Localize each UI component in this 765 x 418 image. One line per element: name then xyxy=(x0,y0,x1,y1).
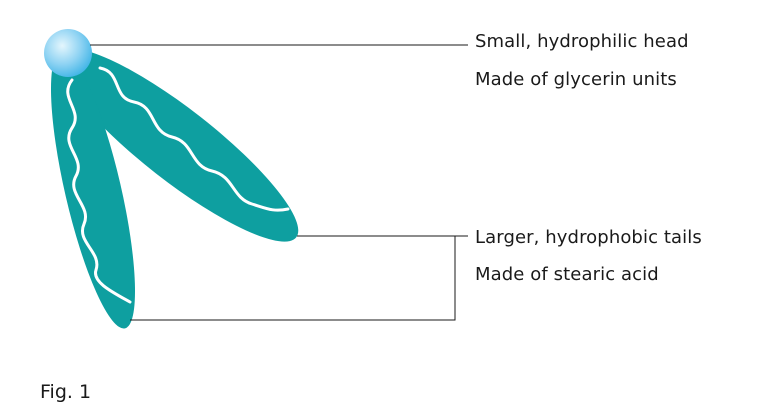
tail-wave-left xyxy=(66,78,132,304)
figure-caption: Fig. 1 xyxy=(40,381,92,403)
hydrophilic-head xyxy=(44,29,92,77)
tails-label-title: Larger, hydrophobic tails xyxy=(475,227,702,248)
tail-wave-right-drawn xyxy=(98,66,290,212)
head-label-subtitle: Made of glycerin units xyxy=(475,69,677,90)
tails-label-subtitle: Made of stearic acid xyxy=(475,264,659,285)
tails-leader-bracket-lower xyxy=(130,236,456,321)
hydrophobic-tail-left xyxy=(50,51,136,329)
head-label-title: Small, hydrophilic head xyxy=(475,31,689,52)
